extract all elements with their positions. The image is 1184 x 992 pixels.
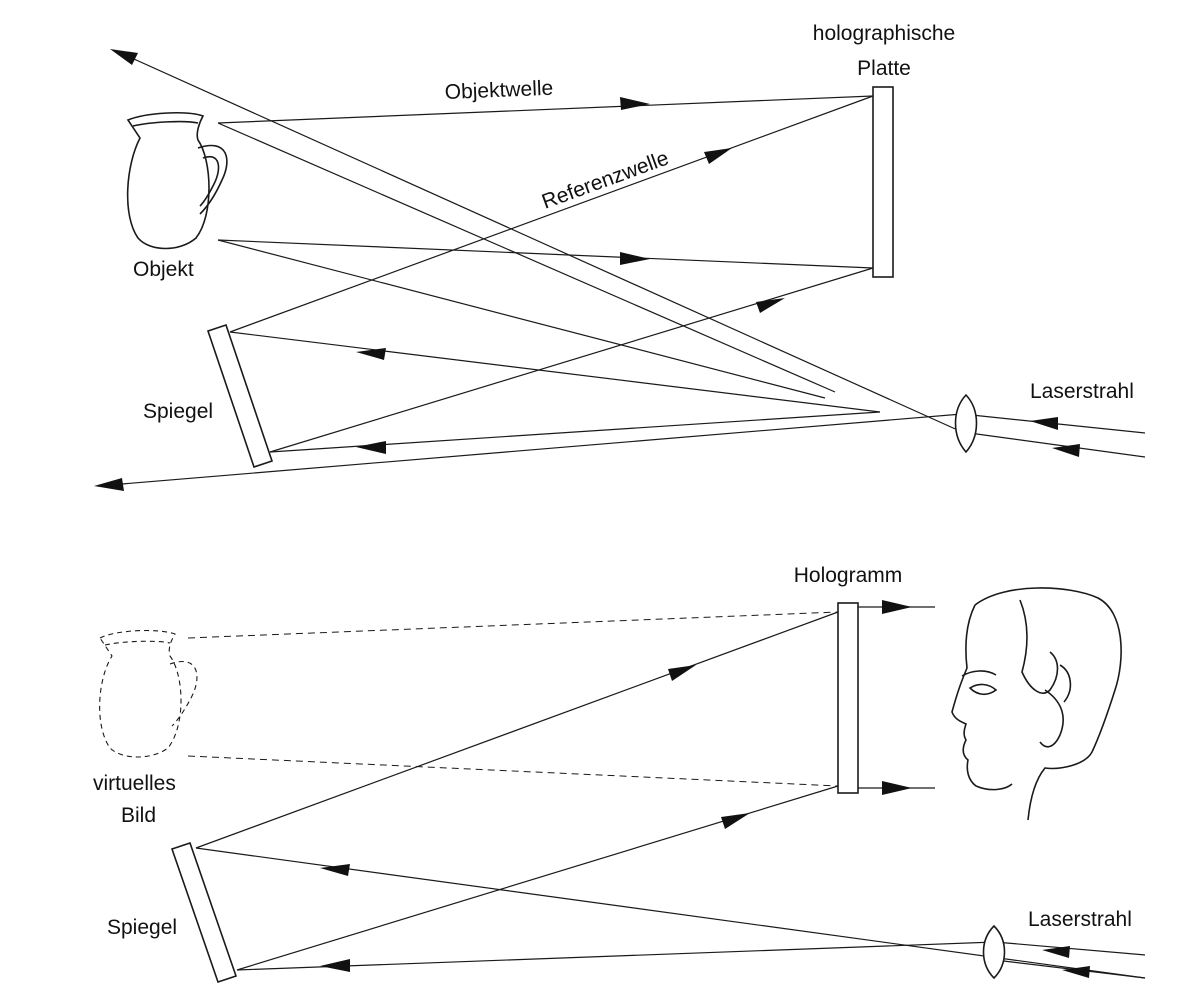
label-virtual-image-line1: virtuelles [93,772,176,795]
laser-arrow-upper [1030,417,1058,430]
reference-wave-arrow-lower [756,298,785,313]
laser-arrow-lower-b [1062,966,1090,978]
label-reference-wave: Referenzwelle [539,147,672,214]
lens-bottom [982,924,1006,980]
lens-to-mirror-ray-upper [229,331,881,413]
label-holographic-plate-line2: Platte [857,57,911,80]
virtual-ray-upper [187,611,839,639]
virtual-ray-lower [187,755,839,787]
object-wave-ray-lower [217,239,874,269]
virtual-jug [99,630,198,758]
laser-arrow-upper-b [1042,946,1070,958]
reference-wave-ray-upper [229,95,874,333]
jug-object [126,112,228,250]
diverging-arrow-topleft [110,49,138,65]
laser-beam-in-upper-b [994,941,1146,956]
label-laser-top: Laserstrahl [1030,380,1134,403]
laser-to-object-ray-b [217,239,826,399]
label-virtual-image-line2: Bild [121,804,156,827]
mirror-to-hologram-arrow-upper [668,665,696,681]
viewer-head [951,587,1122,821]
label-object-wave: Objektwelle [444,77,553,104]
object-wave-arrow-upper [620,97,650,110]
hologram [837,602,859,794]
lens-to-mirror-ray-lower-b [236,941,996,971]
label-holographic-plate-line1: holographische [813,22,955,45]
label-mirror-top: Spiegel [143,400,213,423]
label-mirror-bottom: Spiegel [107,916,177,939]
mirror [206,323,274,469]
outgoing-arrow-upper [882,600,912,614]
lens [954,393,978,454]
object-wave-arrow-lower [620,252,650,265]
label-hologram: Hologramm [794,564,903,587]
lens-to-mirror-arrow-lower-b [320,959,350,972]
reconstruction-setup: Hologramm virtuelles Bild Spiegel Lasers… [93,564,1146,984]
mirror-to-hologram-arrow-lower [721,813,750,829]
laser-arrow-lower [1052,444,1080,457]
laser-to-object-ray-a [217,122,836,393]
object-wave-ray-upper [217,95,874,124]
lens-to-mirror-arrow-upper-b [320,864,350,876]
label-object: Objekt [133,258,194,281]
outgoing-arrow-lower [882,781,912,795]
mirror-to-hologram-ray-upper [195,611,839,849]
laser-beam-in-lower [961,431,1146,458]
reference-wave-arrow [704,148,732,164]
lens-to-mirror-arrow-lower [356,441,386,454]
diverging-ray-bottomleft [109,413,963,486]
reference-wave-ray-lower [269,267,874,453]
holographic-plate [872,86,894,278]
diverging-arrow-bottomleft [94,478,124,491]
recording-setup: holographische Platte Objektwelle Refere… [94,22,1146,491]
mirror-bottom [170,841,238,984]
lens-to-mirror-arrow-upper [356,348,386,360]
label-laser-bottom: Laserstrahl [1028,908,1132,931]
diverging-ray-topleft [124,54,963,433]
